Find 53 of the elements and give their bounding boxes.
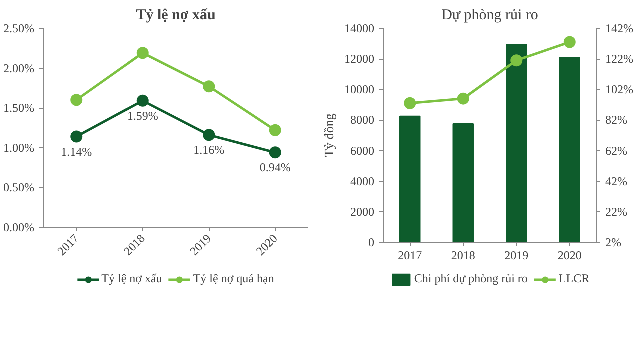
point: [203, 129, 216, 142]
point: [136, 47, 149, 60]
x-tick-label: 2019: [504, 248, 529, 262]
legend-label: Tỷ lệ nợ quá hạn: [193, 272, 274, 286]
bar: [452, 124, 474, 242]
bar: [559, 57, 580, 242]
point: [70, 94, 83, 106]
point: [269, 146, 282, 159]
y-tick-label: 8000: [350, 113, 374, 128]
legend-label: Chi phí dự phòng rủi ro: [414, 272, 528, 286]
y-tick-label: 0.00%: [4, 220, 35, 234]
y-tick-label: 6000: [350, 144, 374, 158]
point: [203, 80, 216, 93]
y2-tick-label: 82%: [606, 113, 628, 128]
x-tick-label: 2020: [558, 248, 582, 262]
chart-title: Dự phòng rủi ro: [442, 8, 538, 24]
y2-tick-label: 142%: [606, 22, 634, 36]
y2-tick-label: 2%: [606, 236, 622, 250]
point: [457, 92, 470, 105]
point: [404, 97, 416, 110]
x-tick-label: 2017: [398, 248, 422, 262]
data-label: 0.94%: [260, 160, 291, 175]
point: [70, 130, 83, 143]
y2-tick-label: 122%: [606, 52, 634, 66]
bar: [400, 116, 421, 242]
y-tick-label: 10000: [344, 82, 374, 97]
data-label: 1.14%: [61, 144, 92, 159]
y-tick-label: 14000: [344, 22, 374, 36]
y2-tick-label: 42%: [606, 174, 628, 188]
y-tick-label: 0: [368, 236, 374, 250]
y-tick-label: 2.00%: [4, 61, 35, 76]
x-tick-label: 2018: [451, 248, 476, 262]
y-tick-label: 4000: [350, 174, 374, 188]
point: [269, 124, 282, 136]
chart-title: Tỷ lệ nợ xấu: [136, 8, 216, 24]
y-tick-label: 2000: [350, 204, 374, 219]
bar: [506, 44, 528, 242]
data-label: 1.59%: [127, 108, 158, 123]
data-label: 1.16%: [194, 143, 225, 158]
y-tick-label: 2.50%: [4, 22, 35, 36]
y-axis-title: Tỷ đồng: [322, 113, 336, 158]
point: [136, 94, 149, 107]
point: [564, 36, 576, 48]
y-tick-label: 0.50%: [4, 180, 35, 195]
legend-label: LLCR: [558, 272, 590, 286]
legend-label: Tỷ lệ nợ xấu: [102, 272, 162, 286]
point: [510, 54, 523, 67]
y2-tick-label: 102%: [606, 82, 634, 97]
y-tick-label: 1.50%: [4, 101, 35, 116]
y-tick-label: 12000: [344, 52, 374, 66]
y2-tick-label: 22%: [606, 204, 628, 219]
y2-tick-label: 62%: [606, 144, 628, 158]
y-tick-label: 1.00%: [4, 140, 35, 155]
